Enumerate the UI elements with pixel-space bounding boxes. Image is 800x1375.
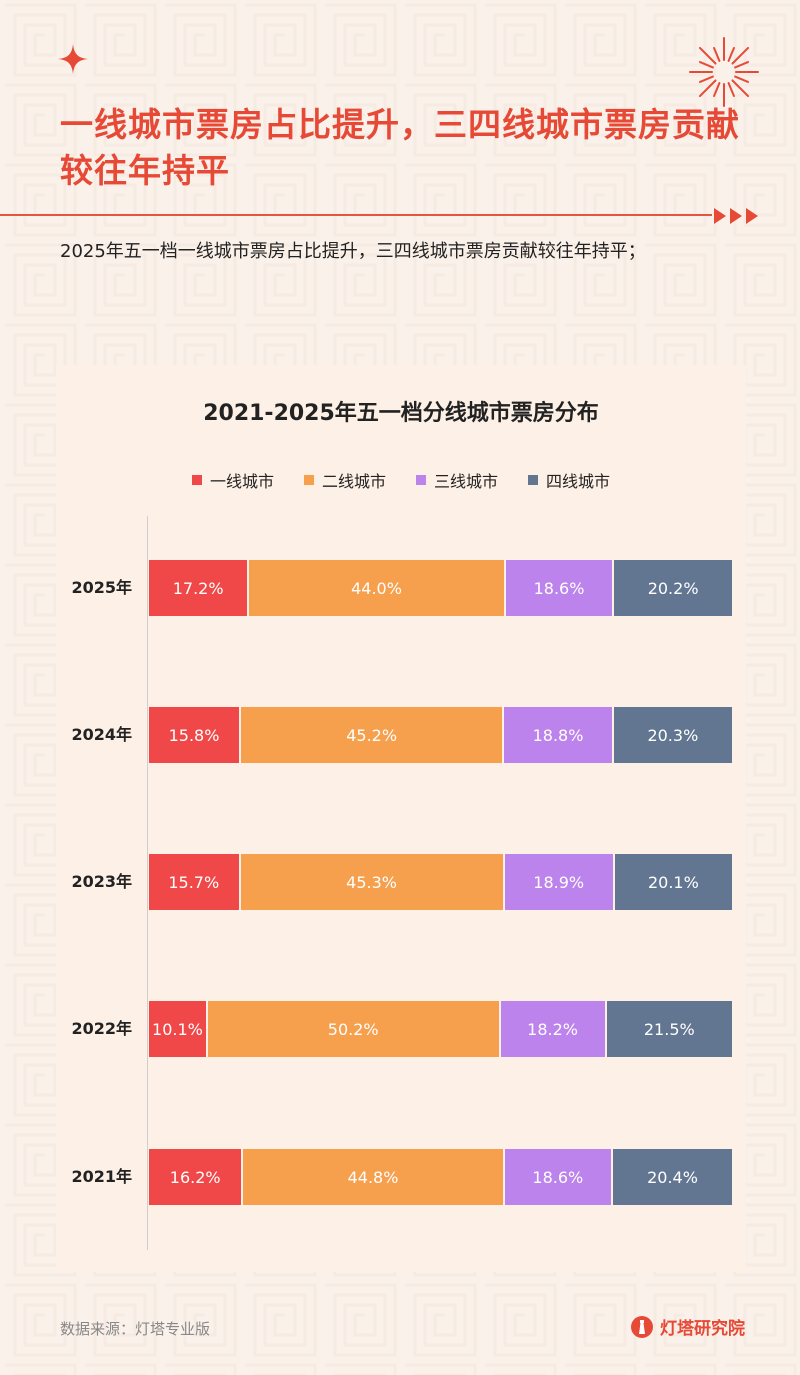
firework-ray (734, 75, 750, 83)
title-divider (0, 214, 712, 216)
firework-ray (731, 79, 750, 98)
bar-row: 15.8% 45.2% 18.8% 20.3% (149, 707, 732, 763)
bar-row: 15.7% 45.3% 18.9% 20.1% (149, 854, 732, 910)
bar-segment: 18.6% (504, 1149, 614, 1205)
y-tick-label: 2022年 (71, 1019, 132, 1038)
firework-ray (698, 79, 717, 98)
y-tick-label: 2021年 (71, 1167, 132, 1186)
firework-ray (713, 46, 721, 62)
y-tick-label: 2024年 (71, 725, 132, 744)
sparkle-icon (58, 44, 88, 74)
firework-ray (727, 46, 735, 62)
legend-item: 二线城市 (303, 468, 386, 492)
page-subtitle: 2025年五一档一线城市票房占比提升，三四线城市票房贡献较往年持平； (60, 241, 646, 262)
page-title: 一线城市票房占比提升，三四线城市票房贡献较往年持平 (60, 105, 740, 190)
legend-item: 三线城市 (416, 468, 498, 492)
bar-segment: 20.3% (613, 707, 732, 763)
bar-segment: 20.1% (614, 854, 732, 910)
firework-ray (698, 75, 714, 83)
bar-segment: 20.2% (614, 560, 732, 616)
bar-row: 16.2% 44.8% 18.6% 20.4% (149, 1149, 732, 1205)
bar-segment: 18.6% (505, 560, 615, 616)
bar-segment: 18.8% (504, 707, 614, 763)
bar-segment: 15.8% (149, 707, 242, 763)
chart-card: 2021-2025年五一档分线城市票房分布 一线城市 二线城市 三线城市 四线城市 2… (56, 365, 746, 1272)
bar-segment: 18.9% (504, 854, 615, 910)
legend-swatch (416, 475, 426, 485)
triple-arrow-icon (714, 208, 758, 224)
legend-item: 一线城市 (191, 468, 274, 492)
chart-plot: 2025年 17.2% 44.0% 18.6% 20.2% 2024年 15.8% 45.2%… (56, 365, 746, 1272)
y-axis-line (147, 516, 148, 1250)
legend-swatch (303, 475, 314, 485)
firework-ray (698, 46, 717, 65)
legend-label: 三线城市 (434, 472, 499, 491)
lighthouse-logo-icon (631, 1315, 653, 1338)
legend-label: 二线城市 (321, 472, 386, 491)
legend-label: 四线城市 (546, 472, 611, 491)
bar-segment: 20.4% (613, 1149, 732, 1205)
chart-title: 2021-2025年五一档分线城市票房分布 (203, 401, 599, 426)
brand-name: 灯塔研究院 (660, 1319, 745, 1339)
y-tick-label: 2023年 (71, 872, 132, 891)
bar-segment: 21.5% (606, 1001, 732, 1057)
firework-icon (689, 37, 759, 107)
legend-item: 四线城市 (528, 468, 610, 492)
bar-segment: 15.7% (149, 854, 241, 910)
bar-segment: 45.2% (241, 707, 505, 763)
bar-segment: 45.3% (240, 854, 505, 910)
firework-ray (698, 61, 714, 69)
legend-swatch (528, 475, 539, 485)
bar-segment: 50.2% (207, 1001, 501, 1057)
legend-label: 一线城市 (209, 472, 274, 491)
bar-segment: 17.2% (149, 560, 250, 616)
data-source: 数据来源：灯塔专业版 (60, 1320, 211, 1338)
bar-segment: 10.1% (149, 1001, 208, 1057)
brand: 灯塔研究院 (630, 1314, 745, 1339)
legend-swatch (191, 475, 202, 485)
firework-ray (731, 46, 750, 65)
firework-ray (713, 82, 721, 98)
bar-row: 17.2% 44.0% 18.6% 20.2% (149, 560, 732, 616)
chart-legend: 一线城市 二线城市 三线城市 四线城市 (56, 468, 746, 492)
bar-segment: 44.8% (243, 1149, 505, 1205)
bar-segment: 18.2% (500, 1001, 607, 1057)
bar-segment: 16.2% (149, 1149, 244, 1205)
y-tick-label: 2025年 (71, 578, 132, 597)
bar-row: 10.1% 50.2% 18.2% 21.5% (149, 1001, 732, 1057)
firework-ray (734, 61, 750, 69)
firework-ray (727, 82, 735, 98)
bar-segment: 44.0% (249, 560, 506, 616)
